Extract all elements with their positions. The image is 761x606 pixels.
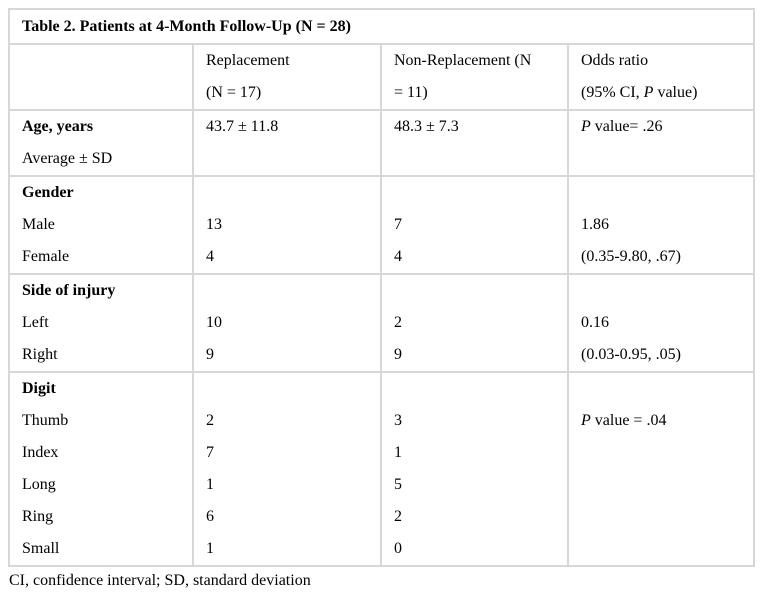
row-female: Female 4 4 (0.35-9.80, .67) xyxy=(9,241,755,274)
row-age: Age, years Average ± SD 43.7 ± 11.8 48.3… xyxy=(9,109,755,176)
cell-long-odds xyxy=(566,469,755,501)
header-odds-line2: (95% CI, P value) xyxy=(581,84,698,101)
cell-age-odds: P value= .26 xyxy=(566,109,755,176)
cell-age-label: Age, years Average ± SD xyxy=(9,109,193,176)
table-footnote: CI, confidence interval; SD, standard de… xyxy=(9,572,311,589)
cell-long-non-replacement: 5 xyxy=(380,469,568,501)
table-title-row: Table 2. Patients at 4-Month Follow-Up (… xyxy=(9,9,754,44)
cell-female-label: Female xyxy=(22,248,70,265)
cell-female-non-replacement: 4 xyxy=(380,241,568,274)
cell-index-replacement: 7 xyxy=(192,437,381,469)
cell-right-odds: (0.03-0.95, .05) xyxy=(566,339,755,372)
p-italic: P xyxy=(581,118,591,135)
column-header-empty xyxy=(9,43,193,110)
cell-empty xyxy=(566,371,755,405)
age-label-line2: Average ± SD xyxy=(22,150,113,167)
cell-male-label: Male xyxy=(22,216,55,233)
cell-empty xyxy=(380,371,568,405)
column-header-odds-ratio: Odds ratio (95% CI, P value) xyxy=(566,43,755,110)
gender-section-label: Gender xyxy=(9,175,193,209)
header-non-replacement-line1: Non-Replacement (N xyxy=(394,52,532,69)
cell-thumb-label: Thumb xyxy=(22,412,69,429)
cell-left-odds: 0.16 xyxy=(566,307,755,339)
cell-ring-label: Ring xyxy=(22,508,54,525)
cell-right-non-replacement: 9 xyxy=(380,339,568,372)
row-small: Small 1 0 xyxy=(9,533,755,566)
patients-table: Table 2. Patients at 4-Month Follow-Up (… xyxy=(8,8,756,567)
cell-left-non-replacement: 2 xyxy=(380,307,568,339)
cell-empty xyxy=(192,371,381,405)
cell-empty xyxy=(380,273,568,307)
header-non-replacement-line2: = 11) xyxy=(394,84,428,101)
cell-age-replacement: 43.7 ± 11.8 xyxy=(192,109,381,176)
row-gender-header: Gender xyxy=(9,175,755,209)
cell-thumb-replacement: 2 xyxy=(192,405,381,437)
cell-thumb-non-replacement: 3 xyxy=(380,405,568,437)
row-left: Left 10 2 0.16 xyxy=(9,307,755,339)
cell-small-replacement: 1 xyxy=(192,533,381,566)
row-digit-header: Digit xyxy=(9,371,755,405)
age-label-line1: Age, years xyxy=(22,118,94,135)
cell-index-non-replacement: 1 xyxy=(380,437,568,469)
column-header-non-replacement: Non-Replacement (N = 11) xyxy=(380,43,568,110)
cell-empty xyxy=(380,175,568,209)
cell-empty xyxy=(566,175,755,209)
table-title: Table 2. Patients at 4-Month Follow-Up (… xyxy=(22,18,351,35)
row-thumb: Thumb 2 3 P value = .04 xyxy=(9,405,755,437)
cell-ring-non-replacement: 2 xyxy=(380,501,568,533)
row-right: Right 9 9 (0.03-0.95, .05) xyxy=(9,339,755,372)
cell-thumb-odds: P value = .04 xyxy=(566,405,755,437)
cell-long-label: Long xyxy=(22,476,56,493)
cell-age-non-replacement: 48.3 ± 7.3 xyxy=(380,109,568,176)
cell-small-non-replacement: 0 xyxy=(380,533,568,566)
p-italic: P xyxy=(581,412,591,429)
side-section-label: Side of injury xyxy=(9,273,193,307)
cell-small-odds xyxy=(566,533,755,566)
row-male: Male 13 7 1.86 xyxy=(9,209,755,241)
header-replacement-line2: (N = 17) xyxy=(206,84,262,101)
row-side-header: Side of injury xyxy=(9,273,755,307)
cell-left-replacement: 10 xyxy=(192,307,381,339)
cell-empty xyxy=(192,175,381,209)
p-italic: P xyxy=(643,84,654,101)
cell-empty xyxy=(192,273,381,307)
cell-index-odds xyxy=(566,437,755,469)
cell-empty xyxy=(566,273,755,307)
cell-male-odds: 1.86 xyxy=(566,209,755,241)
cell-male-non-replacement: 7 xyxy=(380,209,568,241)
row-index: Index 7 1 xyxy=(9,437,755,469)
header-odds-line1: Odds ratio xyxy=(581,52,649,69)
cell-index-label: Index xyxy=(22,444,59,461)
row-ring: Ring 6 2 xyxy=(9,501,755,533)
cell-right-replacement: 9 xyxy=(192,339,381,372)
cell-ring-odds xyxy=(566,501,755,533)
header-replacement-line1: Replacement xyxy=(206,52,290,69)
digit-section-label: Digit xyxy=(9,371,193,405)
row-long: Long 1 5 xyxy=(9,469,755,501)
cell-small-label: Small xyxy=(22,540,60,557)
column-header-row: Replacement (N = 17) Non-Replacement (N … xyxy=(9,43,755,110)
cell-female-replacement: 4 xyxy=(192,241,381,274)
cell-left-label: Left xyxy=(22,314,49,331)
cell-ring-replacement: 6 xyxy=(192,501,381,533)
cell-long-replacement: 1 xyxy=(192,469,381,501)
cell-right-label: Right xyxy=(22,346,58,363)
cell-female-odds: (0.35-9.80, .67) xyxy=(566,241,755,274)
cell-male-replacement: 13 xyxy=(192,209,381,241)
column-header-replacement: Replacement (N = 17) xyxy=(192,43,381,110)
